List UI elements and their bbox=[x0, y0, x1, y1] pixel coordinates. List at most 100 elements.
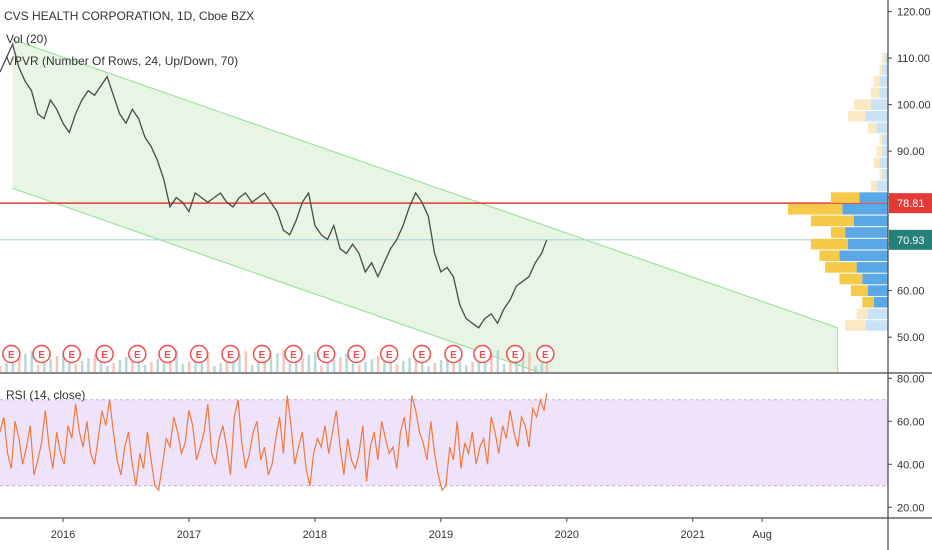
volume-bar bbox=[219, 363, 222, 372]
volume-bar bbox=[181, 364, 185, 372]
volume-bar bbox=[545, 360, 549, 372]
vpvr-down-bar bbox=[830, 227, 846, 238]
volume-bar bbox=[402, 361, 405, 372]
volume-bar bbox=[307, 355, 311, 372]
price-tick-label: 110.00 bbox=[897, 53, 930, 65]
price-tick-label: 100.00 bbox=[897, 100, 931, 112]
volume-bar bbox=[320, 366, 323, 372]
earnings-marker-label: E bbox=[134, 350, 141, 361]
price-line bbox=[0, 42, 548, 329]
rsi-line bbox=[0, 393, 548, 492]
volume-bar bbox=[87, 358, 90, 372]
time-tick-label: 2020 bbox=[555, 529, 579, 541]
current-price-badge bbox=[889, 229, 932, 250]
volume-bar bbox=[446, 357, 449, 372]
price-tick-label: 50.00 bbox=[897, 332, 925, 344]
vpvr-up-bar bbox=[842, 203, 888, 215]
vpvr-up-bar bbox=[879, 157, 888, 169]
vpvr-up-bar bbox=[853, 215, 888, 227]
vpvr-up-bar bbox=[876, 180, 888, 192]
volume-bar bbox=[515, 358, 518, 372]
vpvr-down-bar bbox=[873, 157, 880, 169]
vpvr-down-bar bbox=[810, 238, 848, 250]
rsi-tick-label: 60.00 bbox=[897, 416, 925, 428]
volume-bar bbox=[465, 365, 468, 372]
vpvr-down-bar bbox=[839, 273, 863, 285]
volume-bar bbox=[282, 350, 285, 372]
volume-bar bbox=[106, 366, 109, 372]
volume-bar bbox=[24, 354, 27, 372]
earnings-marker-label: E bbox=[542, 350, 549, 361]
volume-bar bbox=[458, 351, 462, 372]
vpvr-down-bar bbox=[856, 308, 868, 320]
earnings-marker-label: E bbox=[8, 350, 15, 361]
vpvr-up-bar bbox=[868, 308, 888, 320]
earnings-marker-label: E bbox=[323, 350, 330, 361]
volume-bar bbox=[521, 355, 525, 372]
earnings-marker bbox=[221, 344, 240, 364]
resistance-price-label: 78.81 bbox=[897, 198, 925, 210]
time-tick-label: 2016 bbox=[51, 529, 75, 541]
volume-bar bbox=[17, 357, 21, 372]
vpvr-up-bar bbox=[879, 76, 888, 87]
earnings-marker bbox=[252, 344, 272, 364]
volume-bar bbox=[55, 356, 59, 372]
earnings-marker bbox=[347, 344, 366, 364]
time-tick-label: 2018 bbox=[303, 529, 327, 541]
earnings-marker bbox=[2, 344, 21, 364]
volume-bar bbox=[370, 359, 374, 372]
price-tick-label: 60.00 bbox=[897, 286, 925, 298]
vpvr-down-bar bbox=[788, 203, 843, 215]
volume-bar bbox=[49, 359, 52, 372]
volume-bar bbox=[357, 365, 361, 372]
vpvr-down-bar bbox=[850, 285, 868, 296]
volume-bar bbox=[332, 360, 336, 372]
earnings-marker-label: E bbox=[68, 350, 75, 361]
volume-bar bbox=[534, 366, 537, 372]
volume-bar bbox=[502, 364, 506, 372]
volume-bar bbox=[213, 366, 216, 372]
vpvr-down-bar bbox=[819, 250, 840, 262]
rsi-tick-label: 80.00 bbox=[897, 373, 925, 385]
volume-bar bbox=[471, 362, 474, 372]
rsi-tick-label: 40.00 bbox=[897, 459, 925, 471]
vpvr-up-bar bbox=[879, 87, 888, 99]
volume-bar bbox=[313, 352, 317, 372]
vpvr-up-bar bbox=[848, 238, 888, 250]
vpvr-up-bar bbox=[862, 273, 888, 285]
earnings-marker bbox=[444, 344, 463, 364]
rsi-label[interactable]: RSI (14, close) bbox=[6, 388, 85, 402]
volume-bar bbox=[225, 360, 229, 372]
volume-bar bbox=[395, 364, 399, 372]
volume-bar bbox=[187, 361, 191, 372]
volume-bar bbox=[528, 352, 531, 372]
volume-bar bbox=[238, 354, 241, 372]
rsi-tick-label: 20.00 bbox=[897, 502, 925, 514]
chart-title: CVS HEALTH CORPORATION, 1D, Cboe BZX bbox=[4, 9, 254, 23]
vpvr-down-bar bbox=[870, 87, 880, 99]
vpvr-up-bar bbox=[845, 227, 888, 238]
price-tick-label: 90.00 bbox=[897, 146, 925, 158]
volume-bar bbox=[11, 360, 15, 372]
earnings-marker-label: E bbox=[450, 350, 457, 361]
earnings-marker bbox=[128, 344, 147, 364]
vpvr-down-bar bbox=[876, 145, 883, 157]
volume-bar bbox=[490, 353, 493, 372]
time-tick-label: 2021 bbox=[681, 529, 705, 541]
volume-bar bbox=[0, 366, 2, 372]
volume-bar bbox=[376, 356, 380, 372]
volume-bar bbox=[433, 363, 437, 372]
channel-upper-line bbox=[12, 38, 838, 329]
vpvr-down-bar bbox=[873, 76, 880, 87]
vpvr-down-bar bbox=[870, 180, 877, 192]
volume-bar bbox=[276, 353, 279, 372]
volume-bar bbox=[61, 353, 65, 372]
vpvr-down-bar bbox=[862, 296, 874, 308]
earnings-marker bbox=[95, 344, 114, 364]
vpvr-down-bar bbox=[879, 169, 883, 180]
time-tick-label: Aug bbox=[752, 529, 772, 541]
time-tick-label: 2019 bbox=[429, 529, 453, 541]
volume-bar bbox=[263, 359, 267, 372]
